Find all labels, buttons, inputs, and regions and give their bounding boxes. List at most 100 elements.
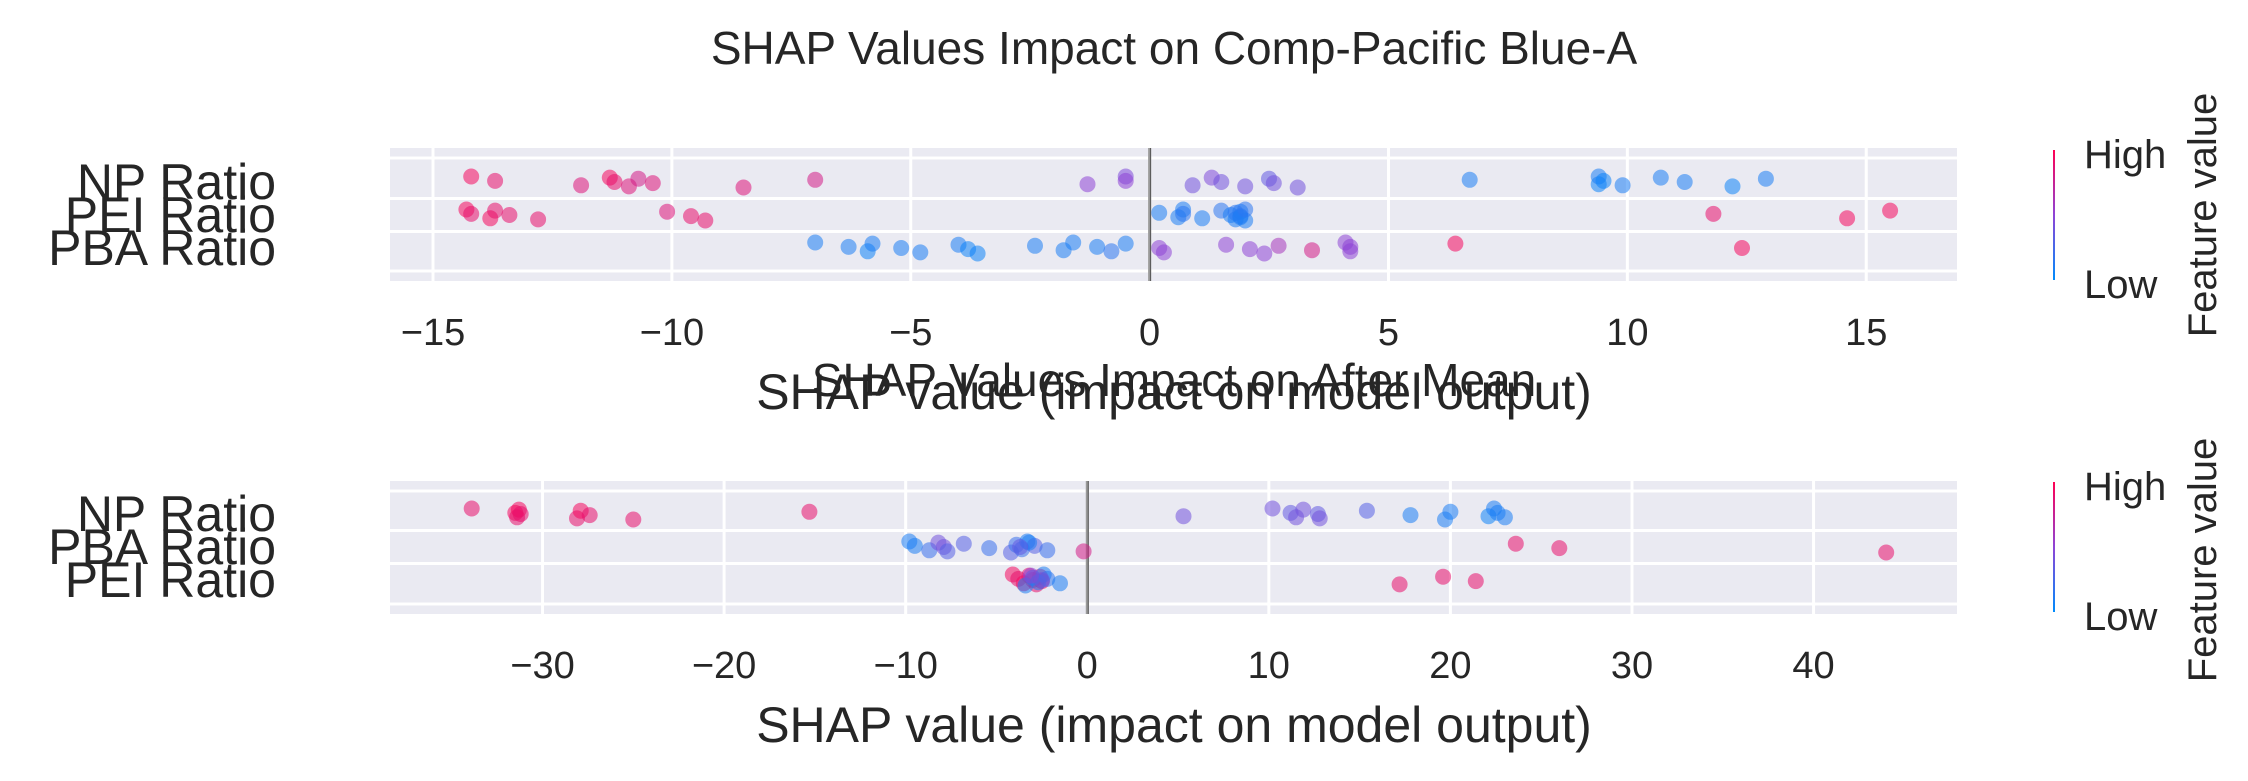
point-pba-ratio xyxy=(840,238,857,255)
point-np-ratio xyxy=(625,511,642,528)
x-tick-labels: −30 −20 −10 0 10 20 30 40 xyxy=(510,645,1834,687)
point-np-ratio xyxy=(1595,172,1612,189)
x-axis-label: SHAP value (impact on model output) xyxy=(756,364,1592,420)
point-pei-ratio xyxy=(487,202,504,219)
point-pei-ratio xyxy=(1151,204,1168,221)
colorbar: High Low Feature value xyxy=(2053,93,2225,338)
point-pei-ratio xyxy=(683,208,699,225)
x-tick-label: 40 xyxy=(1792,645,1834,687)
point-np-ratio xyxy=(463,168,480,185)
point-pba-ratio xyxy=(1089,238,1106,255)
point-np-ratio xyxy=(1184,177,1201,194)
point-pei-ratio xyxy=(1839,210,1856,227)
shap-panel-comp-pacific-blue: SHAP Values Impact on Comp-Pacific Blue-… xyxy=(48,22,2225,420)
point-np-ratio xyxy=(1724,178,1741,195)
point-np-ratio xyxy=(644,175,661,192)
point-np-ratio xyxy=(807,171,824,188)
feature-label-pba-ratio: PBA Ratio xyxy=(48,519,276,575)
point-pei-ratio xyxy=(1882,202,1899,219)
point-np-ratio xyxy=(1676,174,1693,190)
point-pei-ratio xyxy=(1705,205,1722,222)
x-tick-label: −10 xyxy=(873,645,937,687)
point-pei-ratio xyxy=(659,203,676,220)
x-tick-label: 5 xyxy=(1378,312,1399,354)
point-pei-ratio xyxy=(1175,205,1192,222)
point-np-ratio xyxy=(1117,172,1134,189)
point-np-ratio xyxy=(1213,174,1230,190)
colorbar-gradient xyxy=(2053,482,2055,612)
point-pei-ratio xyxy=(1391,576,1408,593)
x-tick-label: −30 xyxy=(510,645,574,687)
point-pei-ratio xyxy=(697,212,714,229)
point-np-ratio xyxy=(573,177,590,194)
point-np-ratio xyxy=(512,506,529,522)
feature-label-np-ratio: NP Ratio xyxy=(77,154,276,210)
point-pba-ratio xyxy=(1039,542,1056,559)
chart-title: SHAP Values Impact on Comp-Pacific Blue-… xyxy=(711,22,1638,74)
feature-label-pei-ratio: PEI Ratio xyxy=(65,187,276,243)
point-pba-ratio xyxy=(1155,244,1172,261)
point-pba-ratio xyxy=(1447,235,1464,252)
point-pei-ratio xyxy=(1052,575,1068,592)
point-pba-ratio xyxy=(1218,236,1235,253)
point-np-ratio xyxy=(1175,508,1192,525)
data-points xyxy=(458,168,1899,262)
point-pei-ratio xyxy=(1194,210,1211,227)
x-tick-label: −15 xyxy=(401,312,465,354)
point-pba-ratio xyxy=(1878,544,1895,561)
colorbar-high-label: High xyxy=(2084,133,2166,177)
feature-label-pei-ratio: PEI Ratio xyxy=(65,552,276,608)
point-pba-ratio xyxy=(1304,242,1320,259)
point-pba-ratio xyxy=(981,540,998,557)
point-np-ratio xyxy=(1358,502,1375,519)
grid-lines xyxy=(390,148,1957,281)
colorbar-title: Feature value xyxy=(2181,93,2225,338)
x-tick-label: −10 xyxy=(640,312,704,354)
point-pba-ratio xyxy=(1551,540,1568,557)
point-pba-ratio xyxy=(893,240,910,256)
point-pba-ratio xyxy=(969,245,986,262)
point-np-ratio xyxy=(801,503,818,520)
point-np-ratio xyxy=(1461,171,1478,188)
colorbar-low-label: Low xyxy=(2084,263,2157,307)
x-tick-label: 10 xyxy=(1248,645,1290,687)
x-tick-label: 15 xyxy=(1845,312,1887,354)
x-tick-label: 20 xyxy=(1429,645,1471,687)
point-pei-ratio xyxy=(1237,201,1254,218)
colorbar-low-label: Low xyxy=(2084,595,2157,639)
point-np-ratio xyxy=(1402,507,1419,524)
point-np-ratio xyxy=(1614,177,1631,194)
point-pba-ratio xyxy=(906,537,923,554)
point-pei-ratio xyxy=(1435,568,1452,585)
point-np-ratio xyxy=(735,179,752,196)
point-pba-ratio xyxy=(1342,243,1359,260)
point-pba-ratio xyxy=(1065,234,1082,251)
x-tick-labels: −15 −10 −5 0 5 10 15 xyxy=(401,312,1888,354)
x-tick-label: 0 xyxy=(1077,645,1098,687)
point-np-ratio xyxy=(1265,175,1282,192)
point-np-ratio xyxy=(581,507,598,524)
point-pba-ratio xyxy=(1103,243,1120,260)
point-pba-ratio xyxy=(1117,235,1134,252)
plot-area xyxy=(390,481,1957,614)
x-axis-label: SHAP value (impact on model output) xyxy=(756,697,1592,753)
x-tick-label: 30 xyxy=(1611,645,1653,687)
point-pei-ratio xyxy=(1033,572,1050,588)
point-pba-ratio xyxy=(1027,237,1043,254)
point-pba-ratio xyxy=(1270,237,1287,254)
point-pei-ratio xyxy=(1467,573,1484,590)
colorbar-title: Feature value xyxy=(2181,438,2225,683)
point-np-ratio xyxy=(463,500,480,517)
point-pba-ratio xyxy=(1734,240,1750,256)
colorbar-high-label: High xyxy=(2084,465,2166,509)
point-pba-ratio xyxy=(1075,543,1092,560)
point-pba-ratio xyxy=(864,235,881,252)
point-np-ratio xyxy=(606,174,623,190)
point-np-ratio xyxy=(1757,170,1774,187)
point-np-ratio xyxy=(1295,501,1312,518)
x-tick-label: −20 xyxy=(692,645,756,687)
point-np-ratio xyxy=(630,170,647,187)
